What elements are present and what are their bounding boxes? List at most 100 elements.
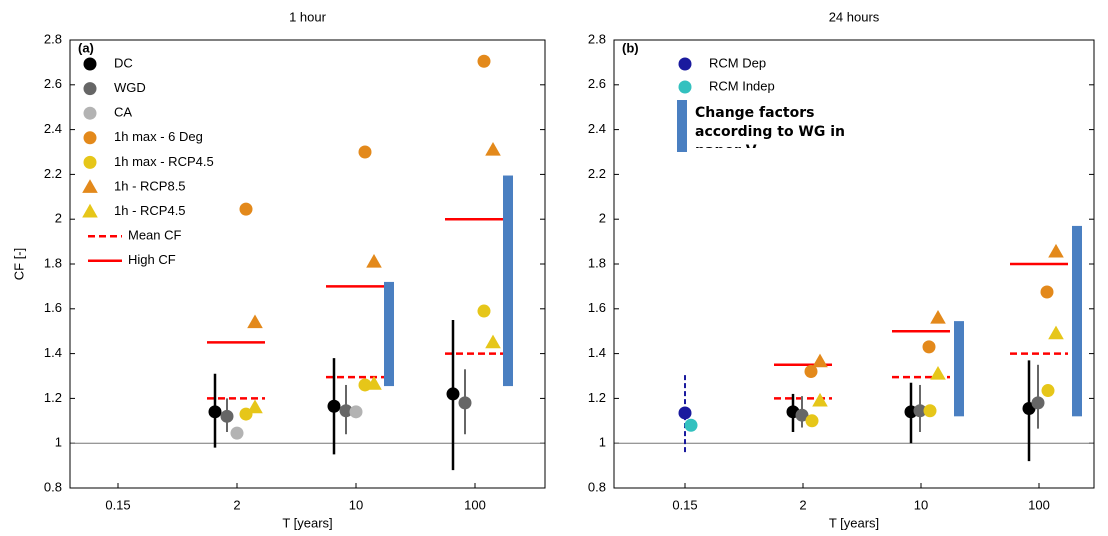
- x-axis-label: T [years]: [829, 515, 879, 530]
- point: [458, 396, 472, 410]
- range-bar: [1072, 225, 1082, 417]
- legend-marker: [82, 203, 98, 218]
- y-tick-label: 2.4: [588, 121, 606, 136]
- legend-label: CA: [114, 105, 132, 120]
- y-tick-label: 1.8: [588, 255, 606, 270]
- point: [1048, 325, 1064, 340]
- point: [358, 145, 372, 159]
- y-tick-label: 2.8: [588, 31, 606, 46]
- y-tick-label: 1.4: [588, 345, 606, 360]
- range-bar: [954, 321, 964, 417]
- point: [485, 141, 501, 156]
- point: [1048, 243, 1064, 258]
- legend-label: 1h max - RCP4.5: [114, 154, 214, 169]
- chart-title: 24 hours: [829, 9, 880, 24]
- point: [485, 334, 501, 349]
- legend-label: 1h - RCP4.5: [114, 203, 186, 218]
- point: [230, 426, 244, 440]
- x-tick-label: 10: [914, 497, 928, 512]
- legend-label: Change factors according to WG in paper …: [695, 105, 846, 148]
- legend-marker: [83, 57, 97, 71]
- point: [923, 404, 937, 418]
- chart-title: 1 hour: [289, 9, 327, 24]
- y-tick-label: 1.2: [588, 390, 606, 405]
- legend-label: 1h max - 6 Deg: [114, 129, 203, 144]
- point: [930, 365, 946, 380]
- x-tick-label: 100: [464, 497, 486, 512]
- legend-label: RCM Dep: [709, 55, 766, 70]
- y-tick-label: 0.8: [44, 479, 62, 494]
- legend-marker: [83, 131, 97, 145]
- point: [804, 365, 818, 379]
- x-tick-label: 0.15: [105, 497, 130, 512]
- legend-label: DC: [114, 55, 133, 70]
- point: [239, 202, 253, 216]
- point: [1040, 285, 1054, 299]
- legend-marker: [82, 179, 98, 193]
- point: [366, 376, 382, 390]
- point: [812, 392, 828, 407]
- legend-label: 1h - RCP8.5: [114, 178, 186, 193]
- point: [339, 404, 353, 418]
- x-tick-label: 2: [799, 497, 806, 512]
- y-tick-label: 0.8: [588, 479, 606, 494]
- point: [812, 353, 828, 368]
- point: [208, 405, 222, 419]
- point: [247, 399, 263, 414]
- range-bar: [384, 281, 394, 387]
- point: [477, 304, 491, 318]
- plot-frame: [613, 39, 1095, 489]
- point: [684, 418, 698, 432]
- y-tick-label: 2.6: [588, 76, 606, 91]
- legend-label: Mean CF: [128, 228, 182, 243]
- panel-label: (b): [622, 40, 639, 55]
- x-tick-label: 10: [349, 497, 363, 512]
- point: [366, 253, 382, 268]
- range-bar: [503, 175, 513, 387]
- point: [477, 54, 491, 68]
- y-tick-label: 1: [55, 435, 62, 450]
- point: [795, 408, 809, 422]
- y-tick-label: 2.8: [44, 31, 62, 46]
- y-tick-label: 1.6: [44, 300, 62, 315]
- y-tick-label: 2: [55, 211, 62, 226]
- legend-label: High CF: [128, 252, 176, 267]
- y-tick-label: 2.2: [44, 166, 62, 181]
- x-axis-label: T [years]: [282, 515, 332, 530]
- point: [247, 314, 263, 329]
- point: [446, 387, 460, 401]
- plot-frame: [69, 39, 546, 489]
- x-tick-label: 100: [1028, 497, 1050, 512]
- y-tick-label: 2.2: [588, 166, 606, 181]
- legend-marker: [678, 80, 692, 94]
- point: [1031, 396, 1045, 410]
- legend-marker: [83, 106, 97, 120]
- point: [349, 405, 363, 419]
- y-tick-label: 1.8: [44, 255, 62, 270]
- y-tick-label: 2.6: [44, 76, 62, 91]
- legend-label: WGD: [114, 80, 146, 95]
- legend-marker: [677, 100, 687, 152]
- point: [1041, 384, 1055, 398]
- y-axis-label: CF [-]: [11, 248, 26, 281]
- legend-label-box: Change factors according to WG in paper …: [695, 105, 846, 148]
- panel-label: (a): [78, 40, 94, 55]
- point: [913, 404, 927, 418]
- legend-marker: [83, 82, 97, 96]
- legend-label: RCM Indep: [709, 78, 775, 93]
- point: [922, 340, 936, 354]
- y-tick-label: 2: [599, 211, 606, 226]
- y-tick-label: 1.2: [44, 390, 62, 405]
- x-tick-label: 0.15: [672, 497, 697, 512]
- y-tick-label: 1.6: [588, 300, 606, 315]
- y-tick-label: 1.4: [44, 345, 62, 360]
- legend-marker: [678, 57, 692, 71]
- point: [930, 309, 946, 324]
- y-tick-label: 1: [599, 435, 606, 450]
- point: [805, 414, 819, 428]
- point: [220, 409, 234, 423]
- legend-marker: [83, 155, 97, 169]
- y-tick-label: 2.4: [44, 121, 62, 136]
